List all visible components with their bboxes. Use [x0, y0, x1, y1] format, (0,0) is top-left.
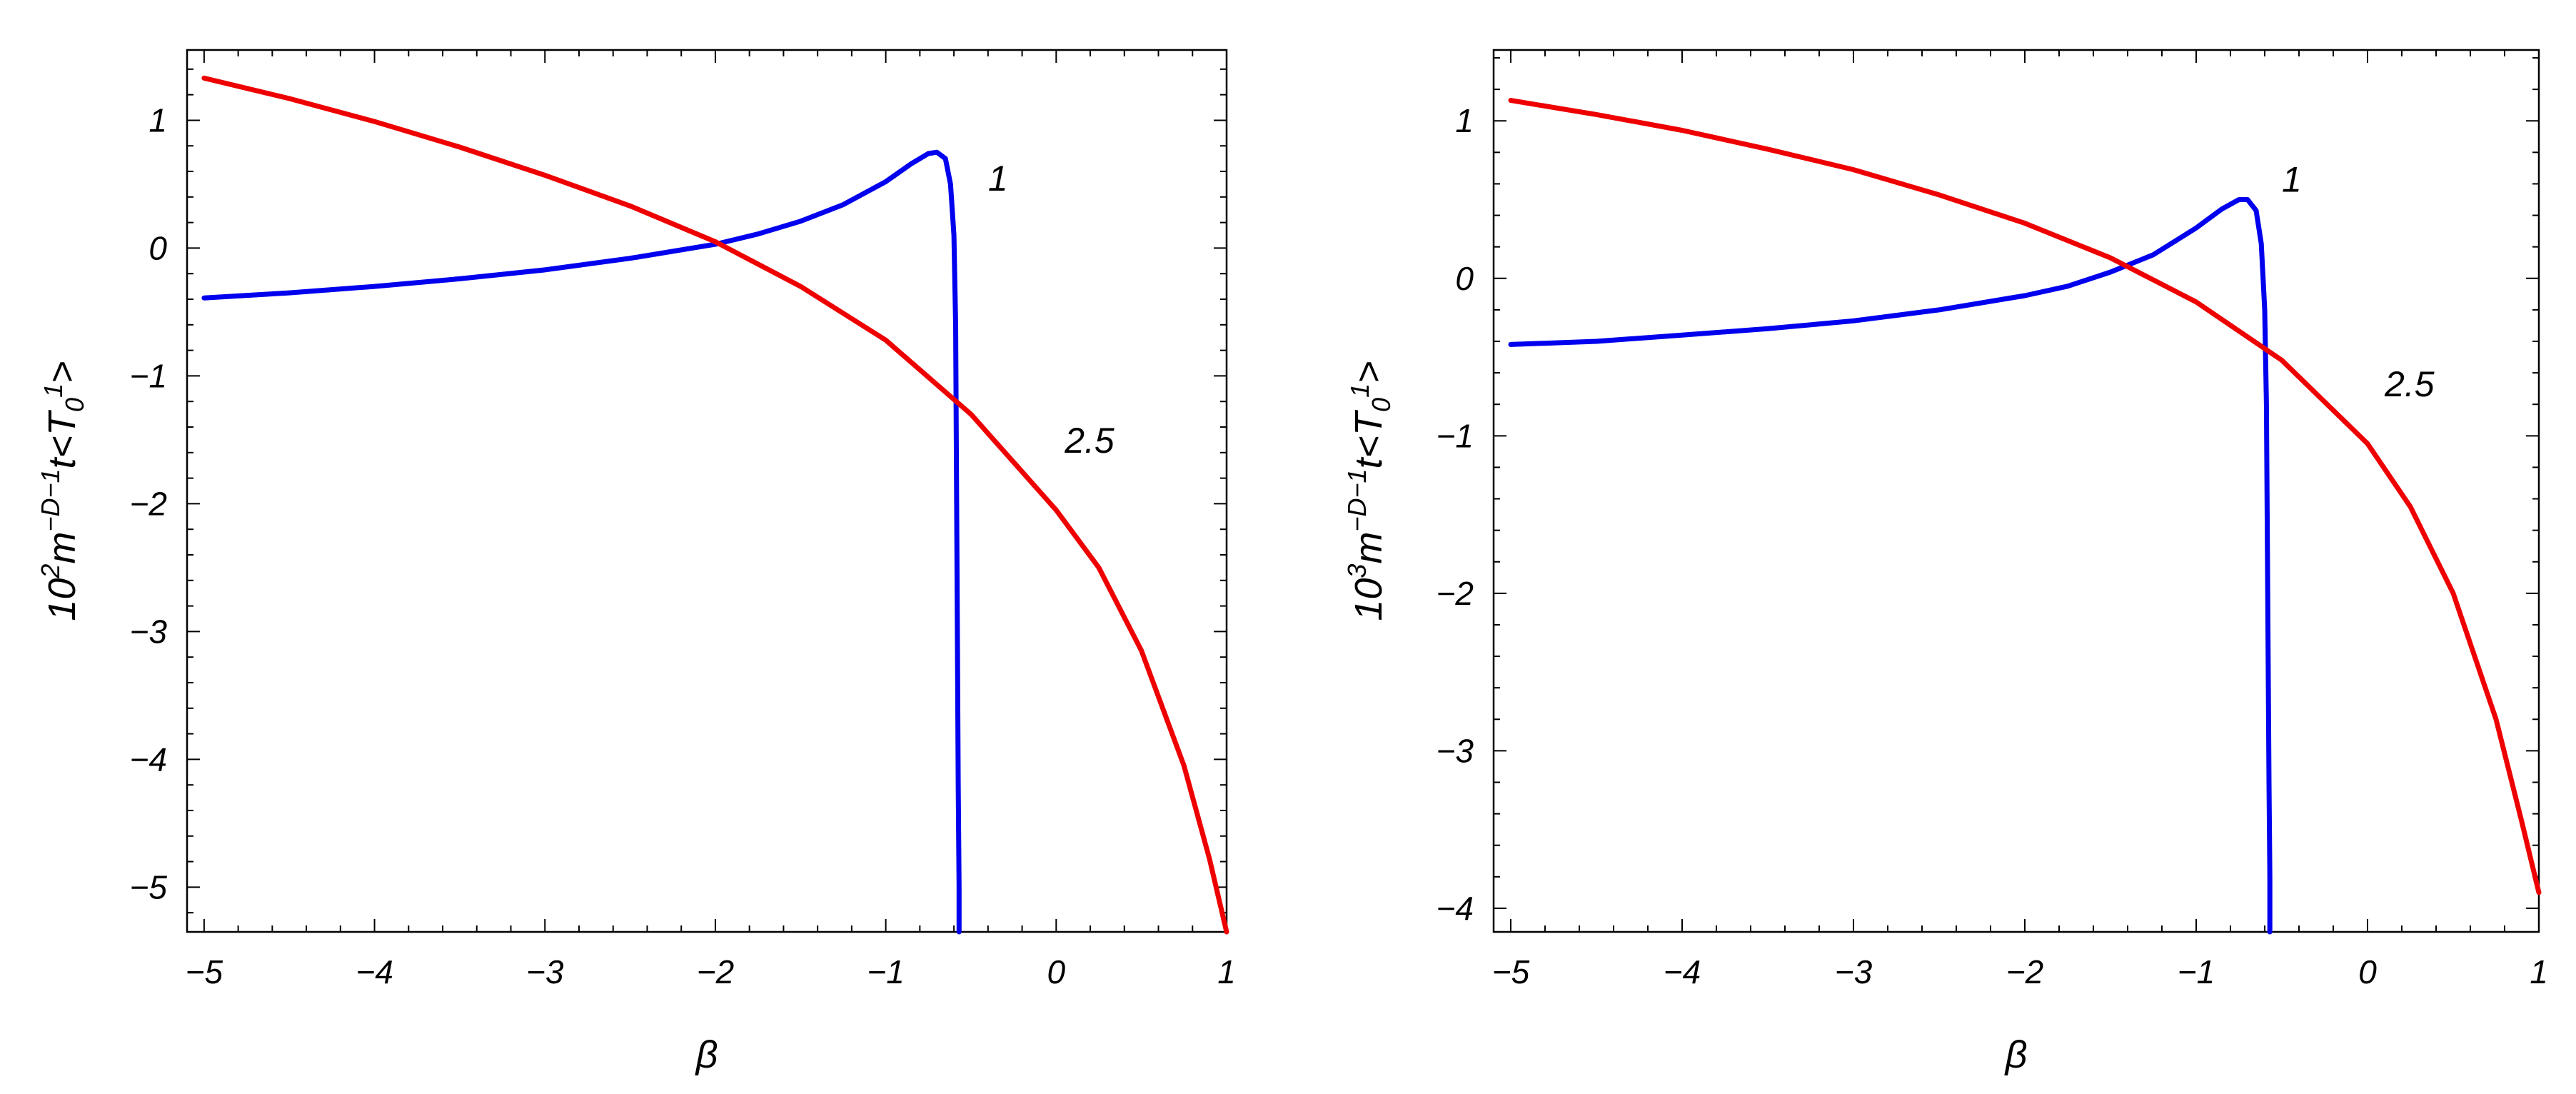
- y-tick-label: 1: [1455, 102, 1474, 139]
- y-tick-label: 0: [149, 229, 167, 266]
- x-tick-label: 0: [1047, 953, 1066, 990]
- y-axis-label: 103m−D−1t<T01>: [1342, 361, 1396, 621]
- x-tick-label: −3: [526, 953, 564, 990]
- y-tick-label: −2: [130, 485, 167, 522]
- y-tick-label: 0: [1455, 260, 1474, 297]
- x-tick-label: −3: [1835, 953, 1873, 990]
- y-tick-label: −2: [1437, 575, 1474, 612]
- x-axis-label: β: [695, 1033, 718, 1076]
- series-label-2.5: 2.5: [2384, 364, 2435, 404]
- y-tick-label: −4: [1437, 890, 1474, 927]
- x-tick-label: 1: [2530, 953, 2548, 990]
- x-tick-label: −2: [697, 953, 734, 990]
- y-tick-label: −1: [1437, 417, 1474, 454]
- y-tick-label: −5: [130, 868, 168, 905]
- y-tick-label: 1: [149, 101, 167, 139]
- x-axis-label: β: [2004, 1033, 2028, 1076]
- series-label-1: 1: [988, 159, 1008, 199]
- series-line-2.5: [201, 75, 1229, 935]
- x-tick-label: −1: [867, 953, 904, 990]
- series-label-2.5: 2.5: [1064, 421, 1115, 461]
- y-tick-label: −4: [130, 741, 167, 778]
- x-tick-label: −1: [2178, 953, 2215, 990]
- y-axis-label: 102m−D−1t<T01>: [36, 361, 89, 621]
- x-tick-label: 1: [1217, 953, 1236, 990]
- plot-frame: [1492, 49, 2540, 933]
- x-tick-label: 0: [2358, 953, 2377, 990]
- x-tick-label: −5: [1492, 953, 1530, 990]
- chart-right: −5 −4 −3 −2 −1 0 1 −4 −3 −2 −1 0 1 β 103m−D−1t<T01> 1 2.…: [1342, 49, 2548, 1076]
- chart-left: −5 −4 −3 −2 −1 0 1 −5 −4 −3 −2 −1 0 1 β 102m−D−1t<T01> 1…: [36, 49, 1236, 1076]
- plot-frame: [186, 49, 1228, 933]
- x-tick-label: −2: [2006, 953, 2043, 990]
- y-tick-label: −3: [130, 613, 168, 650]
- y-tick-label: −1: [130, 357, 167, 394]
- series-line-2.5: [1508, 98, 2542, 895]
- series-line-1: [1508, 197, 2273, 935]
- series-label-1: 1: [2282, 159, 2302, 199]
- y-tick-label: −3: [1437, 732, 1474, 769]
- x-tick-label: −4: [356, 953, 393, 990]
- x-tick-label: −5: [186, 953, 223, 990]
- series-line-1: [201, 149, 962, 935]
- x-tick-label: −4: [1664, 953, 1701, 990]
